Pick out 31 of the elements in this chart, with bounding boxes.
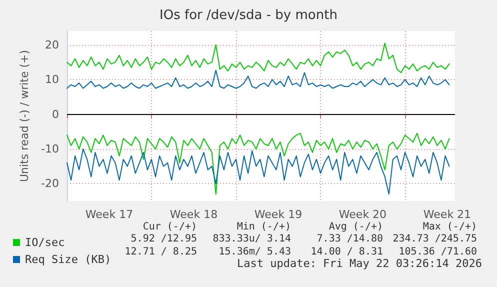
text: 105.36 /71.60 xyxy=(398,246,478,258)
text: Cur (-/+) xyxy=(142,222,198,232)
x-tick-label: Week 21 xyxy=(423,208,472,221)
chart-title: IOs for /dev/sda - by month xyxy=(160,8,338,23)
x-tick-label: Week 18 xyxy=(170,208,218,221)
text: 14.00 / 8.31 xyxy=(310,246,384,258)
y-tick-label: 20 xyxy=(45,38,59,52)
line-series xyxy=(66,42,450,74)
text: 15.36m/ 5.43 xyxy=(218,246,292,258)
text: 5.92 /12.95 xyxy=(130,234,198,244)
y-axis-title: Units read (-) / write (+) xyxy=(18,50,32,182)
text: 12.71 / 8.25 xyxy=(124,246,198,258)
y-tick-label: 10 xyxy=(45,73,59,86)
x-tick-label: Week 17 xyxy=(85,208,134,221)
text: Last update: Fri May 22 03:26:14 2026 xyxy=(236,257,482,270)
line-series xyxy=(66,70,450,89)
text: 833.33u/ 3.14 xyxy=(212,234,292,244)
text: 7.33 /14.80 xyxy=(316,234,384,244)
line-series xyxy=(66,148,450,195)
y-tick-label: 0 xyxy=(52,108,59,121)
text: 234.73 /245.75 xyxy=(392,234,478,244)
y-tick-label: -20 xyxy=(41,177,59,190)
x-tick-label: Week 20 xyxy=(338,208,387,221)
legend-label: Req Size (KB) xyxy=(25,253,112,266)
text: Avg (-/+) xyxy=(328,222,384,232)
y-tick-label: -10 xyxy=(41,142,59,156)
x-tick-label: Week 19 xyxy=(254,208,302,221)
line-series xyxy=(66,132,450,195)
legend-label: IO/sec xyxy=(25,236,65,249)
text: Max (-/+) xyxy=(422,222,478,232)
text: Min (-/+) xyxy=(236,222,292,232)
